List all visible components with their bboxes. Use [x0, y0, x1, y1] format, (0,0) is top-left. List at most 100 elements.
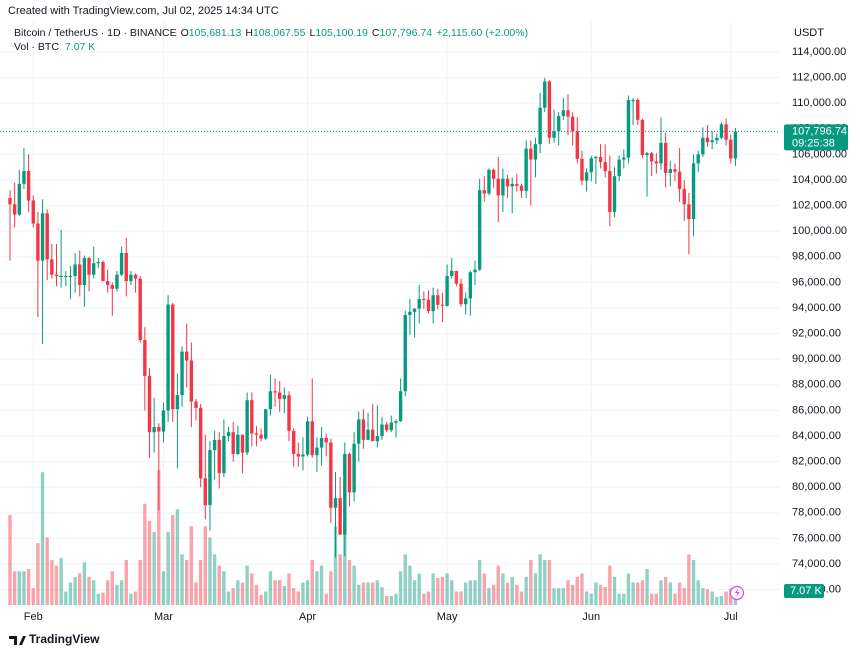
x-tick-label: Mar	[154, 611, 173, 623]
candle-body	[371, 429, 375, 442]
candle-body	[8, 197, 12, 205]
candle-body	[366, 429, 370, 440]
volume-bar	[310, 560, 314, 605]
candle-body	[222, 436, 226, 474]
x-tick-label: Jun	[582, 611, 600, 623]
candle-body	[547, 81, 552, 138]
candle-body	[54, 274, 59, 277]
candle-body	[22, 171, 26, 184]
volume-bar	[82, 562, 87, 605]
volume-title: Vol · BTC	[14, 41, 59, 53]
volume-bar	[194, 582, 198, 605]
candle-body	[524, 148, 528, 191]
candle-body	[96, 261, 101, 264]
volume-bar	[171, 515, 175, 605]
candle-body	[552, 131, 556, 138]
candle-body	[180, 351, 184, 396]
candle-body	[617, 159, 621, 177]
volume-bar	[650, 593, 654, 605]
volume-bar	[677, 582, 682, 605]
candle-body	[682, 188, 686, 205]
volume-bar	[603, 587, 607, 605]
candle-body	[710, 140, 714, 143]
candle-body	[496, 178, 500, 196]
candle-body	[426, 299, 431, 312]
y-tick-label: 104,000.00	[792, 174, 847, 186]
volume-bar	[575, 576, 579, 605]
volume-bar	[654, 593, 659, 605]
volume-bar	[226, 591, 231, 605]
candle-body	[668, 169, 672, 173]
volume-bar	[696, 580, 700, 605]
volume-bar	[682, 588, 686, 605]
candle-body	[324, 437, 328, 443]
volume-bar	[343, 520, 347, 605]
candle-body	[147, 375, 152, 433]
volume-bar	[594, 582, 598, 605]
volume-bar	[101, 592, 105, 605]
candle-body	[673, 169, 677, 172]
volume-bar	[626, 573, 631, 605]
volume-bar	[477, 560, 482, 605]
candle-body	[636, 100, 640, 120]
candle-body	[557, 116, 561, 132]
candle-body	[119, 252, 124, 275]
volume-bar	[268, 571, 273, 605]
candle-body	[477, 190, 482, 270]
candle-body	[212, 439, 217, 451]
volume-bar	[110, 571, 114, 605]
candle-body	[487, 169, 491, 194]
y-tick-label: 90,000.00	[792, 353, 841, 365]
x-tick-label: May	[437, 611, 458, 623]
candle-body	[375, 436, 380, 442]
candle-body	[305, 421, 310, 455]
volume-bar	[431, 573, 435, 605]
volume-bar	[357, 584, 361, 605]
volume-bar	[147, 520, 152, 605]
volume-bar	[212, 554, 217, 605]
countdown: 09:25:38	[792, 137, 835, 149]
price-layer	[0, 77, 780, 558]
volume-bar	[296, 591, 300, 605]
y-tick-label: 112,000.00	[792, 72, 846, 84]
volume-bar	[36, 543, 40, 605]
volume-bar	[705, 589, 710, 605]
candle-body	[189, 360, 194, 402]
candle-body	[264, 409, 268, 439]
volume-bar	[533, 573, 538, 605]
volume-bar	[617, 593, 621, 605]
y-tick-label: 98,000.00	[792, 251, 841, 263]
volume-bar	[40, 472, 45, 605]
candle-body	[398, 391, 403, 422]
volume-bar	[175, 509, 180, 605]
candle-body	[705, 137, 710, 143]
x-tick-label: Apr	[299, 611, 316, 623]
last-price-label: 107,796.74	[792, 125, 847, 137]
x-tick-label: Feb	[24, 611, 43, 623]
volume-bar	[408, 565, 412, 605]
volume-bar	[687, 554, 691, 605]
volume-bar	[45, 537, 49, 605]
volume-layer	[8, 470, 738, 605]
candle-body	[626, 100, 631, 158]
candle-body	[389, 422, 393, 431]
candle-body	[533, 144, 538, 160]
candle-body	[403, 315, 407, 392]
volume-bar	[454, 591, 459, 605]
candle-body	[459, 283, 463, 305]
volume-bar	[259, 594, 263, 605]
volume-bar	[26, 569, 31, 605]
candle-body	[124, 252, 128, 282]
candle-body	[231, 432, 235, 454]
volume-bar	[580, 573, 584, 605]
volume-bar	[436, 578, 440, 605]
candle-body	[543, 81, 547, 108]
candle-body	[663, 142, 668, 173]
change: +2,115.60 (+2.00%)	[436, 27, 528, 39]
volume-bar	[203, 526, 207, 605]
candle-body	[529, 148, 533, 160]
candle-body	[226, 432, 231, 437]
volume-bar	[96, 593, 101, 605]
volume-bar	[329, 571, 333, 605]
